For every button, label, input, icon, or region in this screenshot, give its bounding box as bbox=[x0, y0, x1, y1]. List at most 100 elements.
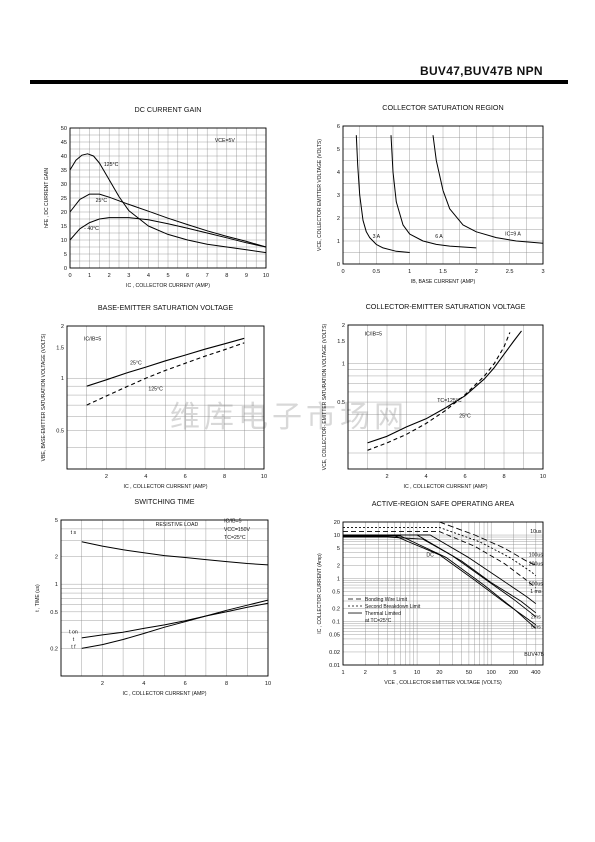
x-tick-label: 2 bbox=[105, 474, 108, 480]
series-line-7 bbox=[343, 535, 537, 629]
chart-annotation: 5ms bbox=[531, 624, 541, 630]
chart-title: DC CURRENT GAIN bbox=[135, 105, 202, 114]
chart-title: COLLECTOR SATURATION REGION bbox=[382, 103, 503, 112]
y-tick-label: 10 bbox=[334, 533, 340, 539]
plot-frame bbox=[60, 519, 269, 677]
x-tick-label: 6 bbox=[184, 474, 187, 480]
y-tick-label: 1.5 bbox=[337, 339, 345, 345]
y-tick-label: 0.5 bbox=[337, 400, 345, 406]
series-line-3 bbox=[81, 599, 269, 649]
chart-annotation: 6 A bbox=[435, 234, 443, 240]
series-line-2 bbox=[390, 135, 477, 249]
legend-entry: Second Breakdown Limit bbox=[365, 604, 421, 610]
x-tick-label: 4 bbox=[144, 474, 147, 480]
chart-annotation: DC bbox=[426, 552, 434, 558]
x-axis-label: VCE , COLLECTOR EMITTER VOLTAGE (VOLTS) bbox=[384, 680, 502, 686]
header-rule bbox=[30, 80, 568, 84]
x-axis-label: IB, BASE CURRENT (AMP) bbox=[411, 279, 476, 285]
series-line-2 bbox=[343, 531, 537, 589]
y-tick-label: 35 bbox=[61, 168, 67, 174]
chart-panel-collector_emitter_saturation_voltage: COLLECTOR-EMITTER SATURATION VOLTAGE 2 4 6 8… bbox=[322, 302, 546, 490]
x-tick-label: 1 bbox=[341, 670, 344, 676]
y-tick-label: 25 bbox=[61, 196, 67, 202]
x-tick-label: 5 bbox=[393, 670, 396, 676]
chart-annotation: 25°C bbox=[130, 361, 142, 367]
legend-entry: Thermal Limited bbox=[365, 611, 401, 617]
y-tick-label: 5 bbox=[337, 546, 340, 552]
y-tick-label: 2 bbox=[337, 216, 340, 222]
series-line-3 bbox=[343, 526, 537, 577]
x-tick-label: 5 bbox=[166, 273, 169, 279]
x-tick-label: 2 bbox=[101, 681, 104, 687]
y-tick-label: 1 bbox=[61, 376, 64, 382]
legend-entry: at TC=25°C bbox=[365, 618, 392, 624]
series-line-5 bbox=[343, 534, 537, 605]
y-axis-label: IC , COLLECTOR CURRENT (Amp) bbox=[317, 553, 323, 634]
chart-annotation: t f bbox=[71, 644, 76, 650]
chart-panel-switching_time: SWITCHING TIME 2 4 6 8 10 0.2 0.5 1 2 5 IC , COLLEC… bbox=[35, 497, 271, 697]
series-line-2 bbox=[69, 193, 267, 248]
x-tick-label: 100 bbox=[487, 670, 496, 676]
x-tick-label: 7 bbox=[206, 273, 209, 279]
series-line-2 bbox=[86, 342, 245, 406]
x-tick-label: 1 bbox=[88, 273, 91, 279]
chart-panel-base_emitter_saturation_voltage: BASE-EMITTER SATURATION VOLTAGE 2 4 6 8 10 0.5… bbox=[41, 303, 267, 490]
y-axis-label: VBE, BASE-EMITTER SATURATION VOLTAGE (VO… bbox=[41, 333, 47, 461]
x-tick-label: 10 bbox=[265, 681, 271, 687]
series-line-1 bbox=[86, 337, 245, 387]
y-tick-label: 2 bbox=[337, 563, 340, 569]
series-line-3 bbox=[69, 217, 267, 248]
y-tick-label: 0.02 bbox=[329, 650, 340, 656]
x-tick-label: 4 bbox=[424, 474, 427, 480]
x-tick-label: 6 bbox=[186, 273, 189, 279]
part-number-header: BUV47,BUV47B NPN bbox=[420, 64, 543, 78]
x-tick-label: 10 bbox=[261, 474, 267, 480]
plot-frame bbox=[66, 325, 265, 470]
x-tick-label: 10 bbox=[263, 273, 269, 279]
y-tick-label: 0.2 bbox=[50, 646, 58, 652]
x-tick-label: 4 bbox=[142, 681, 145, 687]
y-tick-label: 6 bbox=[337, 124, 340, 130]
y-tick-label: 2 bbox=[342, 323, 345, 329]
y-tick-label: 0 bbox=[64, 266, 67, 272]
chart-annotation: 125°C bbox=[148, 386, 163, 392]
series-line-1 bbox=[81, 541, 269, 566]
x-tick-label: 20 bbox=[436, 670, 442, 676]
chart-panel-collector_saturation_region: COLLECTOR SATURATION REGION 0 0.5 1 1.5 2 2.5 3… bbox=[317, 103, 545, 285]
x-tick-label: 6 bbox=[184, 681, 187, 687]
y-axis-label: VCE, COLLECTOR- EMITTER SATURATION VOLTA… bbox=[322, 323, 328, 470]
chart-annotation: VCE=5V bbox=[215, 138, 236, 144]
x-axis-label: IC , COLLECTOR CURRENT (AMP) bbox=[124, 484, 208, 490]
y-tick-label: 10 bbox=[61, 238, 67, 244]
y-tick-label: 0.1 bbox=[332, 620, 340, 626]
x-tick-label: 10 bbox=[540, 474, 546, 480]
y-tick-label: 0.2 bbox=[332, 607, 340, 613]
plot-frame bbox=[347, 324, 544, 470]
chart-annotation: 100us bbox=[529, 552, 544, 558]
chart-title: SWITCHING TIME bbox=[134, 497, 194, 506]
chart-annotation: 200us bbox=[529, 561, 544, 567]
chart-title: ACTIVE-REGION SAFE OPERATING AREA bbox=[372, 499, 515, 508]
x-tick-label: 9 bbox=[245, 273, 248, 279]
chart-annotation: IC=9 A bbox=[505, 231, 521, 237]
y-tick-label: 20 bbox=[61, 210, 67, 216]
y-tick-label: 1 bbox=[55, 582, 58, 588]
x-tick-label: 400 bbox=[531, 670, 540, 676]
plot-frame bbox=[342, 521, 544, 666]
x-tick-label: 2.5 bbox=[506, 269, 514, 275]
x-tick-label: 2 bbox=[108, 273, 111, 279]
y-tick-label: 0.01 bbox=[329, 663, 340, 669]
x-tick-label: 10 bbox=[414, 670, 420, 676]
x-tick-label: 8 bbox=[502, 474, 505, 480]
x-tick-label: 0 bbox=[68, 273, 71, 279]
x-tick-label: 2 bbox=[385, 474, 388, 480]
chart-annotation: IC/IB=5 bbox=[365, 332, 383, 338]
chart-annotation: IC/IB=5 bbox=[224, 518, 242, 524]
y-tick-label: 1 bbox=[337, 239, 340, 245]
plot-frame bbox=[69, 127, 267, 269]
y-tick-label: 50 bbox=[61, 126, 67, 132]
y-tick-label: 5 bbox=[55, 518, 58, 524]
chart-annotation: 1 ms bbox=[530, 589, 542, 595]
